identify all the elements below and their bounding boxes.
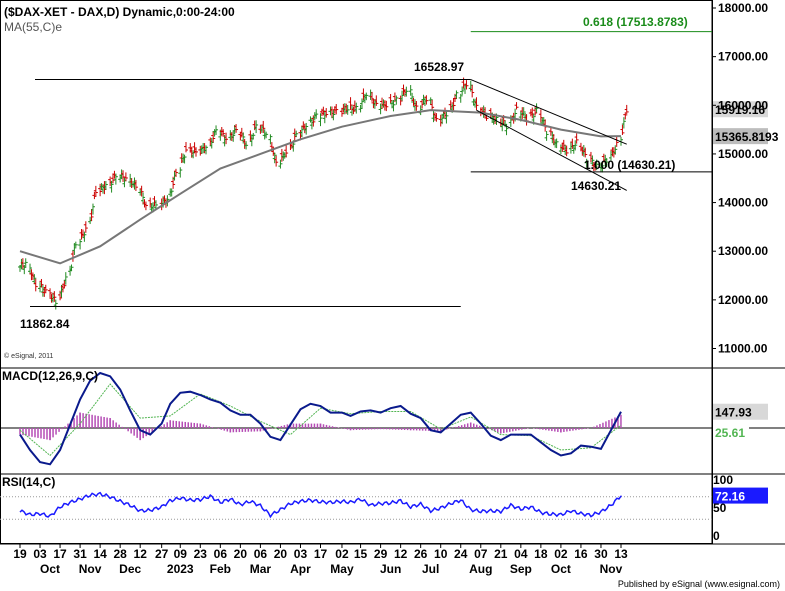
x-day-label: 28 — [113, 547, 127, 561]
x-day-label: 24 — [454, 547, 468, 561]
fib-0618-label: 0.618 (17513.8783) — [583, 15, 688, 29]
x-month-label: Oct — [40, 562, 60, 576]
price-panel: 16528.97 11862.84 14630.21 0.618 (17513.878… — [18, 15, 779, 331]
price-tick-label: 13000.00 — [718, 244, 768, 258]
macd-value-label: 147.93 — [715, 406, 752, 420]
x-day-label: 31 — [73, 547, 87, 561]
price-tick-label: 18000.00 — [718, 1, 768, 15]
channel-lower-line — [476, 109, 627, 191]
macd-value-label-bg — [713, 403, 768, 420]
fib-1000-label: 1.000 (14630.21) — [584, 158, 675, 172]
x-day-label: 12 — [134, 547, 148, 561]
low-label: 11862.84 — [20, 317, 70, 331]
x-day-label: 14 — [93, 547, 107, 561]
rsi-value-label-bg — [713, 487, 768, 504]
macd-line — [19, 371, 622, 466]
x-day-label: 26 — [414, 547, 428, 561]
x-month-label: Oct — [551, 562, 571, 576]
channel-upper-line — [470, 79, 627, 145]
chart-title: ($DAX-XET - DAX,D) Dynamic,0:00-24:00 — [4, 5, 235, 19]
histogram-value-bg — [713, 424, 749, 440]
rsi-line — [19, 491, 622, 519]
panel-frames — [0, 0, 785, 545]
x-month-label: Sep — [510, 562, 532, 576]
x-day-label: 23 — [194, 547, 208, 561]
x-day-label: 12 — [394, 547, 408, 561]
rsi-legend: RSI(14,C) — [2, 475, 55, 489]
x-day-label: 04 — [514, 547, 528, 561]
macd-panel: 147.93 25.61 — [0, 371, 785, 466]
ma-value-label: 15365.8193 — [715, 130, 779, 144]
credit-text: © eSignal, 2011 — [4, 352, 54, 360]
x-month-label: May — [330, 562, 354, 576]
x-day-label: 27 — [155, 547, 169, 561]
x-month-label: Nov — [600, 562, 623, 576]
x-day-label: 17 — [53, 547, 67, 561]
x-day-label: 06 — [214, 547, 228, 561]
x-day-label: 06 — [254, 547, 268, 561]
x-day-label: 09 — [174, 547, 188, 561]
ma-value-label-bg — [713, 128, 768, 145]
x-day-label: 16 — [574, 547, 588, 561]
x-month-label: 2023 — [167, 562, 194, 576]
axes: 11000.00 12000.00 13000.00 14000.00 15000.00… — [13, 1, 768, 576]
price-tick-label: 11000.00 — [718, 342, 768, 356]
x-day-label: 30 — [594, 547, 608, 561]
rsi-tick-label: 0 — [713, 529, 720, 543]
x-day-label: 02 — [554, 547, 568, 561]
x-day-label: 02 — [335, 547, 349, 561]
x-day-label: 18 — [534, 547, 548, 561]
rsi-panel: 72.16 — [0, 487, 768, 520]
price-tick-label: 16000.00 — [718, 98, 768, 112]
ma-legend: MA(55,C)e — [4, 20, 62, 34]
last-price-label-bg — [713, 101, 768, 118]
x-day-label: 03 — [33, 547, 47, 561]
x-day-label: 03 — [294, 547, 308, 561]
x-day-label: 19 — [13, 547, 27, 561]
recent-low-label: 14630.21 — [571, 179, 621, 193]
rsi-tick-label: 50 — [713, 501, 727, 515]
price-tick-label: 12000.00 — [718, 293, 768, 307]
x-month-label: Apr — [290, 562, 311, 576]
price-tick-label: 14000.00 — [718, 196, 768, 210]
ma-55-line — [19, 109, 622, 265]
peak-label: 16528.97 — [414, 60, 464, 74]
rsi-value-label: 72.16 — [715, 490, 745, 504]
x-day-label: 29 — [374, 547, 388, 561]
x-month-label: Mar — [250, 562, 272, 576]
price-tick-label: 15000.00 — [718, 147, 768, 161]
x-month-label: Dec — [119, 562, 141, 576]
last-price-label: 15919.16 — [715, 103, 765, 117]
x-day-label: 13 — [614, 547, 628, 561]
x-day-label: 21 — [494, 547, 508, 561]
published-by: Published by eSignal (www.esignal.com) — [618, 579, 780, 589]
x-day-label: 15 — [354, 547, 368, 561]
x-day-label: 20 — [274, 547, 288, 561]
x-month-label: Feb — [210, 562, 231, 576]
macd-legend: MACD(12,26,9,C) — [2, 369, 98, 383]
histogram-value-label: 25.61 — [715, 426, 745, 440]
rsi-tick-label: 100 — [713, 473, 733, 487]
x-day-label: 07 — [474, 547, 488, 561]
price-tick-label: 17000.00 — [718, 50, 768, 64]
x-month-label: Jun — [380, 562, 401, 576]
x-month-label: Jul — [422, 562, 439, 576]
x-day-label: 20 — [234, 547, 248, 561]
x-month-label: Aug — [469, 562, 492, 576]
x-day-label: 17 — [314, 547, 328, 561]
plot-frame — [0, 0, 713, 544]
x-day-label: 10 — [434, 547, 448, 561]
x-month-label: Nov — [79, 562, 102, 576]
